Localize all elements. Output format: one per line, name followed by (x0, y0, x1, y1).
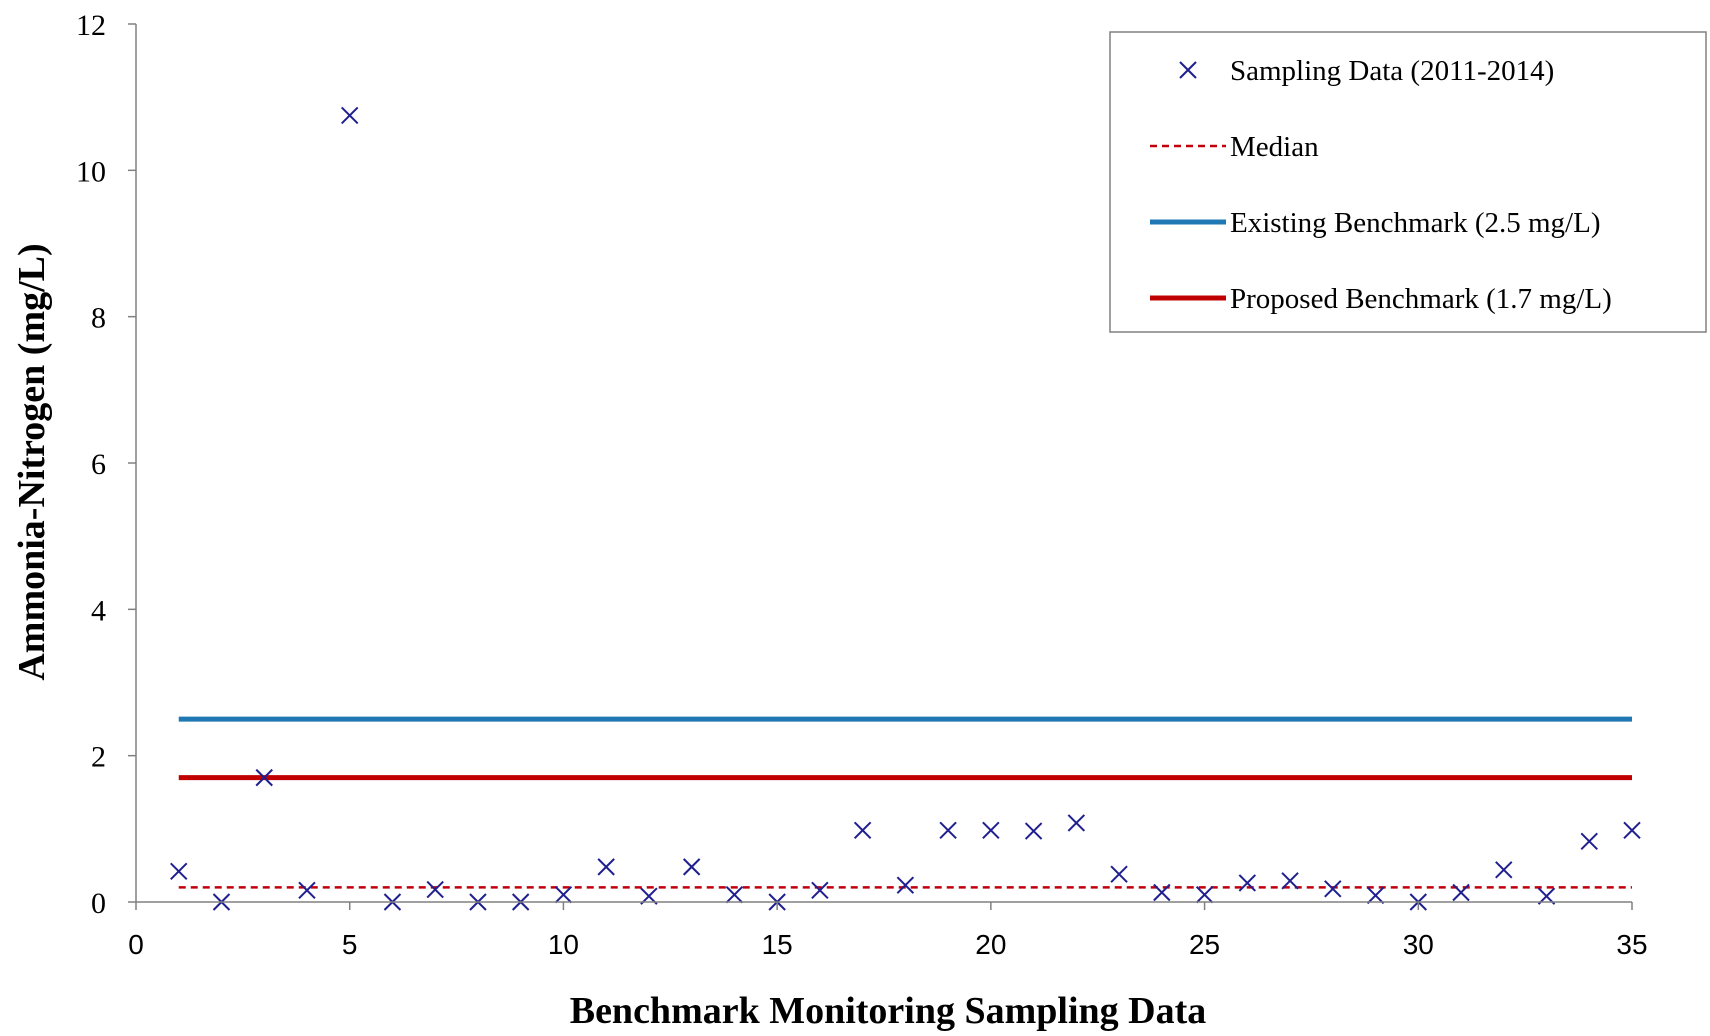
data-point-stroke (896, 876, 915, 894)
legend-label: Sampling Data (2011-2014) (1230, 55, 1554, 87)
data-point (725, 885, 744, 904)
data-point (1238, 874, 1257, 892)
x-tick-label: 30 (1403, 929, 1434, 960)
data-point (341, 106, 359, 125)
legend-symbol (1179, 61, 1197, 79)
data-point-stroke (1110, 865, 1128, 883)
data-point-stroke (1580, 832, 1598, 850)
data-point-stroke (554, 885, 573, 904)
data-point (554, 885, 573, 904)
data-point-stroke (982, 821, 1000, 840)
plot-area (170, 106, 1641, 911)
x-axis-title: Benchmark Monitoring Sampling Data (570, 990, 1207, 1032)
data-point-stroke (682, 858, 701, 876)
data-point-stroke (1067, 814, 1086, 832)
data-point (1153, 883, 1171, 902)
data-point (1452, 883, 1470, 902)
x-tick-label: 10 (548, 929, 579, 960)
data-point-stroke (1195, 885, 1214, 904)
data-point-stroke (811, 881, 829, 900)
legend-label: Median (1230, 131, 1319, 163)
data-point (255, 768, 273, 787)
data-point (853, 821, 872, 840)
y-tick-label: 2 (91, 741, 106, 774)
data-point-stroke (1238, 874, 1257, 892)
data-point (1024, 822, 1043, 840)
y-tick-label: 10 (76, 155, 106, 188)
data-point-stroke (426, 880, 444, 899)
data-point-stroke (853, 821, 872, 840)
y-tick-label: 4 (91, 594, 106, 627)
y-tick-label: 0 (91, 887, 106, 920)
data-point-stroke (939, 821, 957, 840)
data-point (426, 880, 444, 899)
data-point-stroke (1153, 883, 1171, 902)
data-point-stroke (597, 858, 615, 876)
y-tick-label: 6 (91, 448, 106, 481)
axes: 0 2 4 6 8 10 12 0 5 10 15 20 25 30 35 (76, 9, 1648, 960)
y-axis-title: Ammonia-Nitrogen (mg/L) (11, 243, 53, 680)
x-tick-label: 5 (342, 929, 358, 960)
x-tick-label: 35 (1616, 929, 1647, 960)
legend-label: Proposed Benchmark (1.7 mg/L) (1230, 283, 1612, 315)
data-point (682, 858, 701, 876)
data-point-stroke (1024, 822, 1043, 840)
data-point (298, 881, 316, 900)
data-point (982, 821, 1000, 840)
data-point-stroke (725, 885, 744, 904)
legend-label: Existing Benchmark (2.5 mg/L) (1230, 207, 1601, 239)
data-point-stroke (1366, 886, 1385, 905)
data-point-stroke (1324, 880, 1342, 898)
y-tick-label: 8 (91, 302, 106, 335)
data-point-stroke (341, 106, 359, 125)
data-point (1623, 821, 1641, 840)
data-point (1195, 885, 1214, 904)
data-point-stroke (1452, 883, 1470, 902)
x-tick-label: 25 (1189, 929, 1220, 960)
data-point (1366, 886, 1385, 905)
data-point-stroke (298, 881, 316, 900)
data-point (1324, 880, 1342, 898)
data-point (597, 858, 615, 876)
data-point-stroke (1495, 861, 1513, 879)
x-tick-label: 15 (762, 929, 793, 960)
legend: Sampling Data (2011-2014) Median Existing … (1109, 31, 1707, 333)
data-point (811, 881, 829, 900)
data-point-stroke (170, 862, 188, 880)
legend-box (1109, 31, 1707, 333)
x-tick-label: 20 (975, 929, 1006, 960)
data-point (896, 876, 915, 894)
data-point (1067, 814, 1086, 832)
data-point (1281, 872, 1299, 890)
data-point (1495, 861, 1513, 879)
x-tick-label: 0 (128, 929, 144, 960)
data-point (170, 862, 188, 880)
y-tick-label: 12 (76, 9, 106, 42)
data-point-stroke (1623, 821, 1641, 840)
data-point (1580, 832, 1598, 850)
data-point-stroke (1281, 872, 1299, 890)
data-point (939, 821, 957, 840)
data-point (1110, 865, 1128, 883)
data-point-stroke (255, 768, 273, 787)
